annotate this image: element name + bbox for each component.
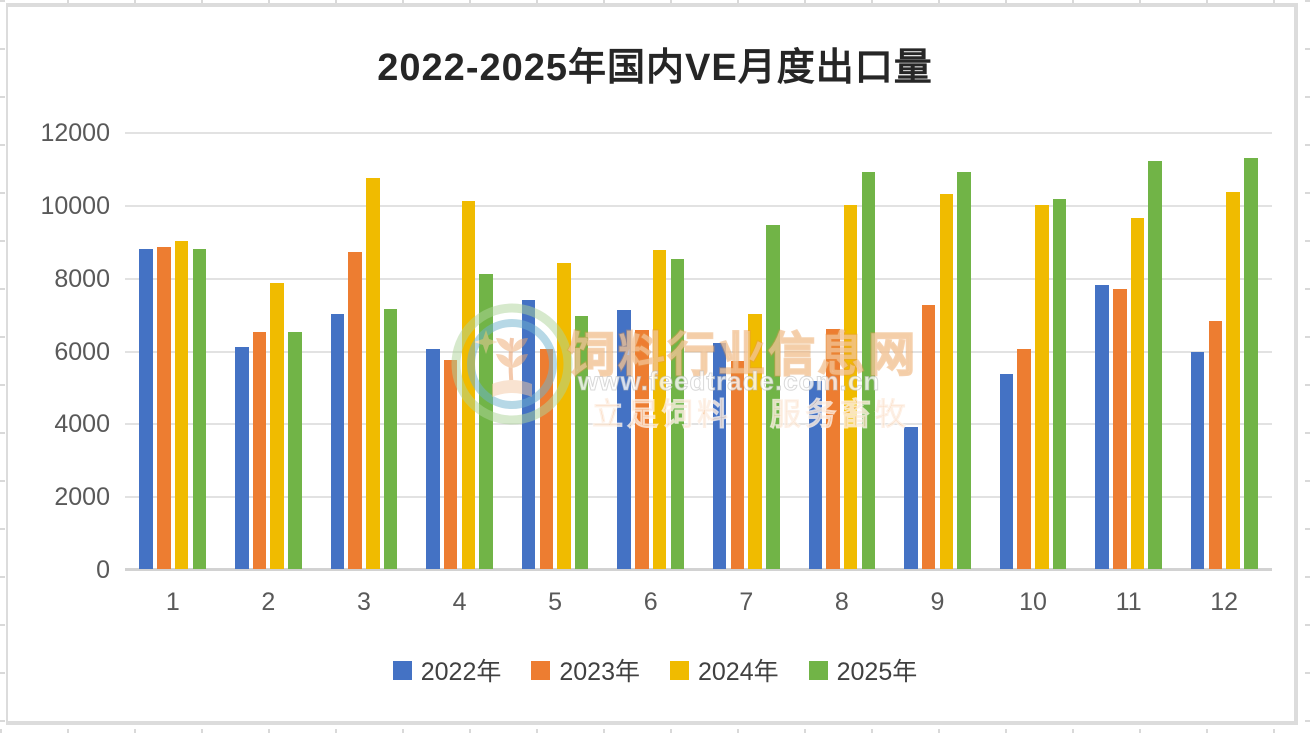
legend-item-2025年: 2025年 bbox=[808, 652, 918, 688]
legend-label: 2024年 bbox=[698, 658, 779, 686]
y-gridline bbox=[125, 423, 1272, 426]
y-axis-tick-label: 12000 bbox=[40, 119, 110, 147]
legend-item-2023年: 2023年 bbox=[531, 652, 640, 688]
bar-2024年-month-9 bbox=[939, 193, 954, 569]
y-gridline bbox=[125, 132, 1272, 134]
plot-area bbox=[125, 132, 1272, 571]
y-gridline bbox=[125, 277, 1272, 280]
x-axis: 1 2 3 4 5 6 7 8 9 10 11 12 bbox=[125, 586, 1272, 618]
bar-2022年-month-9 bbox=[904, 426, 918, 569]
y-axis: 0 2000 4000 6000 8000 10000 12000 bbox=[18, 119, 110, 584]
bar-2024年-month-1 bbox=[174, 241, 189, 569]
x-axis-line bbox=[125, 568, 1272, 571]
legend-swatch bbox=[392, 660, 412, 680]
bar-2023年-month-9 bbox=[921, 304, 936, 569]
bar-2022年-month-5 bbox=[521, 299, 536, 569]
bar-2023年-month-4 bbox=[443, 359, 458, 569]
bar-2023年-month-10 bbox=[1017, 348, 1031, 569]
bar-2025年-month-9 bbox=[957, 172, 971, 569]
bar-2025年-month-8 bbox=[861, 172, 876, 569]
legend-swatch bbox=[808, 660, 828, 680]
bar-2024年-month-10 bbox=[1035, 204, 1049, 569]
chart-frame bbox=[6, 3, 1298, 725]
spreadsheet-gridline-ticks-bottom bbox=[0, 729, 1310, 733]
bar-2023年-month-1 bbox=[157, 246, 171, 569]
legend-label: 2025年 bbox=[836, 658, 918, 686]
legend: 2022年 2023年 2024年 2025年 bbox=[0, 652, 1310, 688]
y-gridline bbox=[125, 350, 1272, 353]
spreadsheet-gridline-ticks-right bbox=[1305, 0, 1310, 733]
bar-2023年-month-2 bbox=[252, 332, 267, 569]
x-axis-tick-label: 11 bbox=[1115, 588, 1142, 616]
bar-2023年-month-11 bbox=[1113, 288, 1127, 569]
bar-2024年-month-6 bbox=[652, 250, 667, 569]
bar-2024年-month-12 bbox=[1226, 192, 1240, 569]
x-axis-tick-label: 2 bbox=[261, 588, 276, 616]
y-axis-tick-label: 6000 bbox=[54, 337, 110, 366]
bar-2022年-month-6 bbox=[617, 310, 631, 569]
bar-2024年-month-2 bbox=[270, 283, 284, 569]
bar-2023年-month-7 bbox=[730, 361, 745, 569]
bar-2022年-month-11 bbox=[1095, 284, 1109, 569]
bar-2023年-month-12 bbox=[1208, 321, 1223, 569]
bar-2023年-month-6 bbox=[635, 330, 649, 569]
legend-item-2024年: 2024年 bbox=[670, 652, 779, 688]
x-axis-tick-label: 6 bbox=[643, 588, 658, 616]
bar-2023年-month-5 bbox=[539, 348, 554, 569]
bar-2024年-month-11 bbox=[1130, 217, 1145, 569]
y-axis-tick-label: 2000 bbox=[54, 483, 110, 512]
bar-2022年-month-12 bbox=[1190, 352, 1205, 569]
bar-2025年-month-5 bbox=[574, 315, 589, 569]
chart-title: 2022-2025年国内VE月度出口量 bbox=[377, 47, 933, 89]
bar-2024年-month-4 bbox=[461, 201, 476, 569]
bar-2025年-month-4 bbox=[479, 274, 493, 569]
spreadsheet-gridline-ticks-left bbox=[0, 0, 5, 733]
bar-2024年-month-5 bbox=[557, 263, 571, 569]
legend-swatch bbox=[670, 660, 689, 680]
x-axis-tick-label: 3 bbox=[356, 588, 371, 616]
bar-2024年-month-8 bbox=[843, 204, 858, 569]
bar-2025年-month-3 bbox=[383, 308, 398, 569]
bar-2025年-month-2 bbox=[288, 332, 302, 569]
bar-2025年-month-11 bbox=[1148, 161, 1162, 569]
bar-2022年-month-1 bbox=[139, 248, 153, 569]
bar-2025年-month-7 bbox=[766, 224, 780, 569]
bar-2025年-month-6 bbox=[670, 259, 684, 569]
bar-2025年-month-12 bbox=[1244, 157, 1258, 569]
legend-label: 2022年 bbox=[420, 658, 502, 686]
x-axis-tick-label: 10 bbox=[1019, 588, 1047, 616]
x-axis-tick-label: 12 bbox=[1210, 588, 1239, 616]
bar-2022年-month-3 bbox=[330, 314, 345, 569]
y-gridline bbox=[125, 496, 1272, 499]
bar-2022年-month-8 bbox=[808, 381, 823, 569]
y-axis-tick-label: 0 bbox=[96, 556, 110, 584]
bar-2025年-month-1 bbox=[192, 248, 207, 569]
x-axis-tick-label: 7 bbox=[739, 588, 754, 616]
x-axis-tick-label: 4 bbox=[452, 588, 467, 616]
y-axis-tick-label: 4000 bbox=[54, 410, 110, 439]
bar-2023年-month-3 bbox=[348, 252, 362, 569]
spreadsheet-gridline-ticks-top bbox=[0, 0, 1310, 4]
bar-2022年-month-2 bbox=[235, 346, 249, 569]
legend-item-2022年: 2022年 bbox=[392, 652, 502, 688]
x-axis-tick-label: 8 bbox=[834, 588, 849, 616]
bar-2023年-month-8 bbox=[826, 328, 840, 569]
bar-2022年-month-10 bbox=[999, 374, 1014, 569]
y-gridline bbox=[125, 204, 1272, 207]
y-axis-tick-label: 10000 bbox=[40, 191, 110, 220]
y-axis-tick-label: 8000 bbox=[54, 264, 110, 293]
bar-2022年-month-4 bbox=[426, 348, 440, 569]
x-axis-tick-label: 5 bbox=[548, 588, 563, 616]
legend-label: 2023年 bbox=[559, 658, 640, 686]
bar-2024年-month-7 bbox=[748, 314, 762, 569]
bar-2025年-month-10 bbox=[1052, 199, 1067, 569]
x-axis-tick-label: 9 bbox=[930, 588, 945, 616]
bar-2022年-month-7 bbox=[712, 343, 727, 569]
legend-swatch bbox=[531, 660, 551, 680]
x-axis-tick-label: 1 bbox=[165, 588, 180, 616]
bar-2024年-month-3 bbox=[366, 177, 380, 569]
